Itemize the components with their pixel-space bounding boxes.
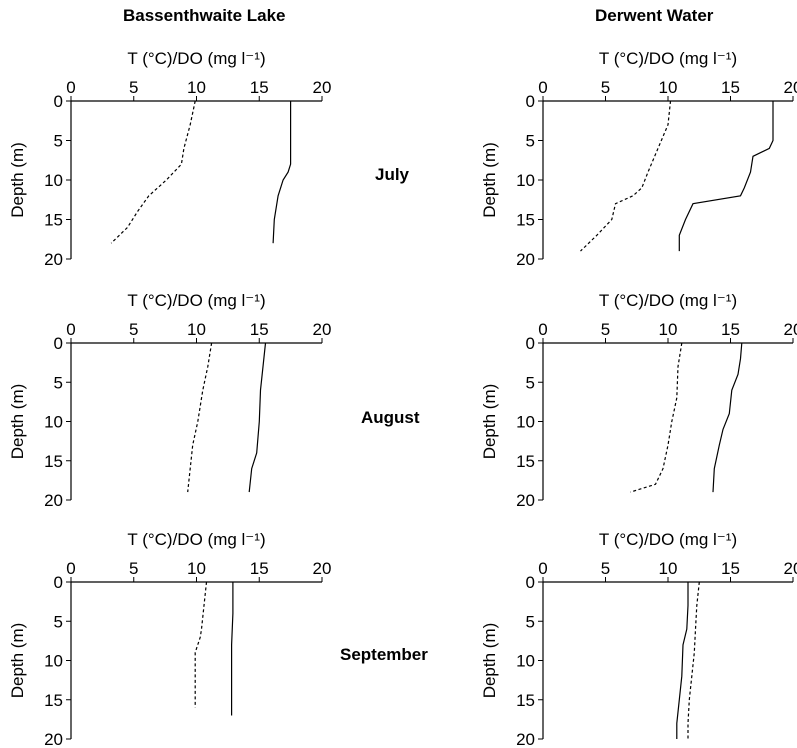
y-tick-label: 15 bbox=[44, 691, 63, 710]
month-label-august: August bbox=[361, 408, 420, 427]
x-tick-label: 15 bbox=[721, 559, 740, 578]
x-tick-label: 15 bbox=[721, 78, 740, 97]
x-tick-label: 5 bbox=[129, 78, 138, 97]
y-tick-label: 15 bbox=[516, 452, 535, 471]
x-tick-label: 10 bbox=[659, 320, 678, 339]
x-tick-label: 5 bbox=[129, 559, 138, 578]
x-axis-title: T (°C)/DO (mg l⁻¹) bbox=[127, 291, 265, 310]
y-tick-label: 0 bbox=[54, 573, 63, 592]
x-tick-label: 10 bbox=[659, 559, 678, 578]
series-line-dashed bbox=[194, 581, 208, 708]
series-line-solid bbox=[676, 582, 689, 739]
column-title-derwent: Derwent Water bbox=[595, 6, 714, 25]
y-tick-label: 5 bbox=[526, 612, 535, 631]
panel-4: 0 5 10 15 20 0 5 10 15 20 T (°C)/DO (mg l⁻¹) Depth … bbox=[8, 530, 331, 748]
x-tick-label: 20 bbox=[313, 320, 332, 339]
y-tick-label: 5 bbox=[54, 612, 63, 631]
y-tick-label: 10 bbox=[44, 413, 63, 432]
panel-2: 0 5 10 15 20 0 5 10 15 20 T (°C)/DO (mg l⁻¹) Depth … bbox=[8, 291, 331, 510]
y-tick-label: 10 bbox=[516, 413, 535, 432]
x-tick-label: 15 bbox=[250, 78, 269, 97]
x-tick-label: 0 bbox=[66, 320, 75, 339]
x-tick-label: 0 bbox=[66, 78, 75, 97]
y-tick-label: 20 bbox=[44, 491, 63, 510]
x-axis-title: T (°C)/DO (mg l⁻¹) bbox=[599, 291, 737, 310]
x-axis-title: T (°C)/DO (mg l⁻¹) bbox=[127, 530, 265, 549]
y-tick-label: 5 bbox=[54, 373, 63, 392]
y-tick-label: 20 bbox=[44, 730, 63, 748]
x-tick-label: 5 bbox=[601, 559, 610, 578]
x-tick-label: 20 bbox=[784, 559, 797, 578]
x-axis-title: T (°C)/DO (mg l⁻¹) bbox=[599, 49, 737, 68]
x-tick-label: 0 bbox=[538, 559, 547, 578]
x-tick-label: 15 bbox=[250, 559, 269, 578]
y-tick-label: 15 bbox=[44, 452, 63, 471]
series-line-dashed bbox=[580, 100, 672, 252]
x-tick-label: 5 bbox=[601, 320, 610, 339]
panel-0: 0 5 10 15 20 0 5 10 15 20 T (°C)/DO (mg l⁻¹) Depth … bbox=[8, 49, 331, 269]
y-tick-label: 0 bbox=[526, 92, 535, 111]
y-tick-label: 15 bbox=[516, 211, 535, 230]
y-tick-label: 15 bbox=[516, 691, 535, 710]
x-tick-label: 20 bbox=[313, 78, 332, 97]
y-tick-label: 10 bbox=[516, 652, 535, 671]
x-axis-title: T (°C)/DO (mg l⁻¹) bbox=[599, 530, 737, 549]
y-tick-label: 5 bbox=[526, 373, 535, 392]
series-line-solid bbox=[678, 101, 774, 252]
y-tick-label: 5 bbox=[54, 132, 63, 151]
series-line-solid bbox=[712, 342, 743, 493]
series-line-dashed bbox=[187, 342, 213, 493]
y-axis-title: Depth (m) bbox=[480, 623, 499, 699]
y-tick-label: 5 bbox=[526, 132, 535, 151]
y-tick-label: 10 bbox=[44, 652, 63, 671]
series-line-dashed bbox=[687, 581, 700, 739]
x-tick-label: 10 bbox=[659, 78, 678, 97]
y-axis-title: Depth (m) bbox=[8, 384, 27, 460]
y-tick-label: 0 bbox=[54, 334, 63, 353]
y-tick-label: 0 bbox=[54, 92, 63, 111]
panel-3: 0 5 10 15 20 0 5 10 15 20 T (°C)/DO (mg l⁻¹) Depth … bbox=[480, 291, 797, 510]
series-line-dashed bbox=[630, 342, 683, 493]
y-axis-title: Depth (m) bbox=[8, 623, 27, 699]
series-line-solid bbox=[231, 582, 234, 716]
series-line-solid bbox=[272, 101, 292, 244]
x-tick-label: 10 bbox=[187, 78, 206, 97]
x-tick-label: 15 bbox=[250, 320, 269, 339]
y-tick-label: 10 bbox=[44, 171, 63, 190]
x-tick-label: 10 bbox=[187, 320, 206, 339]
y-axis-title: Depth (m) bbox=[8, 142, 27, 218]
x-tick-label: 0 bbox=[538, 78, 547, 97]
y-axis-title: Depth (m) bbox=[480, 142, 499, 218]
y-tick-label: 20 bbox=[516, 250, 535, 269]
x-tick-label: 10 bbox=[187, 559, 206, 578]
x-tick-label: 20 bbox=[784, 78, 797, 97]
month-label-september: September bbox=[340, 645, 428, 664]
series-line-solid bbox=[248, 342, 267, 493]
panel-1: 0 5 10 15 20 0 5 10 15 20 T (°C)/DO (mg l⁻¹) Depth … bbox=[480, 49, 797, 269]
x-tick-label: 20 bbox=[784, 320, 797, 339]
x-tick-label: 0 bbox=[66, 559, 75, 578]
y-tick-label: 20 bbox=[44, 250, 63, 269]
x-tick-label: 5 bbox=[129, 320, 138, 339]
y-tick-label: 15 bbox=[44, 211, 63, 230]
series-line-dashed bbox=[110, 100, 196, 244]
x-tick-label: 15 bbox=[721, 320, 740, 339]
y-tick-label: 20 bbox=[516, 491, 535, 510]
x-tick-label: 20 bbox=[313, 559, 332, 578]
y-tick-label: 20 bbox=[516, 730, 535, 748]
x-axis-title: T (°C)/DO (mg l⁻¹) bbox=[127, 49, 265, 68]
y-axis-title: Depth (m) bbox=[480, 384, 499, 460]
y-tick-label: 10 bbox=[516, 171, 535, 190]
x-tick-label: 5 bbox=[601, 78, 610, 97]
panel-5: 0 5 10 15 20 0 5 10 15 20 T (°C)/DO (mg l⁻¹) Depth … bbox=[480, 530, 797, 748]
x-tick-label: 0 bbox=[538, 320, 547, 339]
column-title-bassenthwaite: Bassenthwaite Lake bbox=[123, 6, 286, 25]
month-label-july: July bbox=[375, 165, 410, 184]
y-tick-label: 0 bbox=[526, 573, 535, 592]
y-tick-label: 0 bbox=[526, 334, 535, 353]
